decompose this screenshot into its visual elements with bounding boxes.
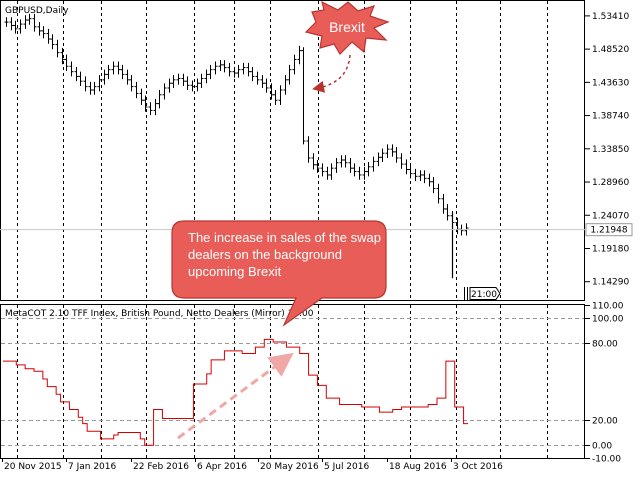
timer-box xyxy=(469,287,501,300)
price-tick-label-6: 1.24070 xyxy=(592,211,629,221)
price-tick-label-7: 1.19180 xyxy=(592,244,629,254)
price-pane[interactable] xyxy=(0,0,585,301)
price-tick-label-1: 1.48520 xyxy=(592,45,629,55)
trend-arrow xyxy=(177,352,294,440)
time-label-2: 22 Feb 2016 xyxy=(133,462,189,472)
brexit-label: Brexit xyxy=(329,19,365,35)
price-tick-label-5: 1.28960 xyxy=(592,178,629,188)
current-price-label: 1.21948 xyxy=(590,226,627,236)
brexit-burst xyxy=(304,0,390,55)
indicator-levels xyxy=(1,318,584,446)
indicator-pane[interactable] xyxy=(0,304,585,459)
time-label-4: 20 May 2016 xyxy=(260,462,319,472)
time-label-3: 6 Apr 2016 xyxy=(197,462,247,472)
time-axis: 20 Nov 2015 7 Jan 2016 22 Feb 2016 6 Apr 20… xyxy=(2,458,503,472)
callout-bubble xyxy=(171,220,387,327)
time-label-7: 3 Oct 2016 xyxy=(453,462,503,472)
price-tick-label-3: 1.38740 xyxy=(592,112,629,122)
time-label-6: 18 Aug 2016 xyxy=(389,462,447,472)
indicator-axis: 110.00 100.00 80.00 20.00 0.00 -10.00 xyxy=(585,302,624,465)
indicator-tick-label-1: 100.00 xyxy=(592,315,624,325)
price-axis: 1.53410 1.48520 1.43630 1.38740 1.33850 1.289… xyxy=(585,12,629,288)
timer-label: 21:00 xyxy=(471,290,497,300)
price-tick-label-8: 1.14290 xyxy=(592,278,629,288)
indicator-line xyxy=(3,338,468,446)
time-label-0: 20 Nov 2015 xyxy=(4,462,62,472)
current-price-box xyxy=(585,223,633,237)
price-bars xyxy=(4,13,469,279)
indicator-tick-label-2: 80.00 xyxy=(592,340,618,350)
indicator-tick-label-0: 110.00 xyxy=(592,302,624,312)
indicator-title: MetaCOT 2.10 TFF Index, British Pound, N… xyxy=(5,309,314,319)
time-label-1: 7 Jan 2016 xyxy=(68,462,116,472)
time-label-5: 5 Jul 2016 xyxy=(324,462,369,472)
brexit-arrow xyxy=(312,54,351,93)
vertical-gridlines xyxy=(17,1,548,458)
indicator-tick-label-4: 0.00 xyxy=(592,442,612,452)
indicator-tick-label-3: 20.00 xyxy=(592,417,618,427)
price-tick-label-4: 1.33850 xyxy=(592,145,629,155)
callout-text: The increase in sales of the swap dealer… xyxy=(188,230,381,279)
indicator-tick-label-5: -10.00 xyxy=(592,455,621,465)
price-chart-title: GBPUSD,Daily xyxy=(5,6,69,16)
price-tick-label-2: 1.43630 xyxy=(592,78,629,88)
indicator-series-line xyxy=(3,338,468,446)
price-tick-label-0: 1.53410 xyxy=(592,12,629,22)
callout-textbox: The increase in sales of the swap dealer… xyxy=(188,230,381,279)
